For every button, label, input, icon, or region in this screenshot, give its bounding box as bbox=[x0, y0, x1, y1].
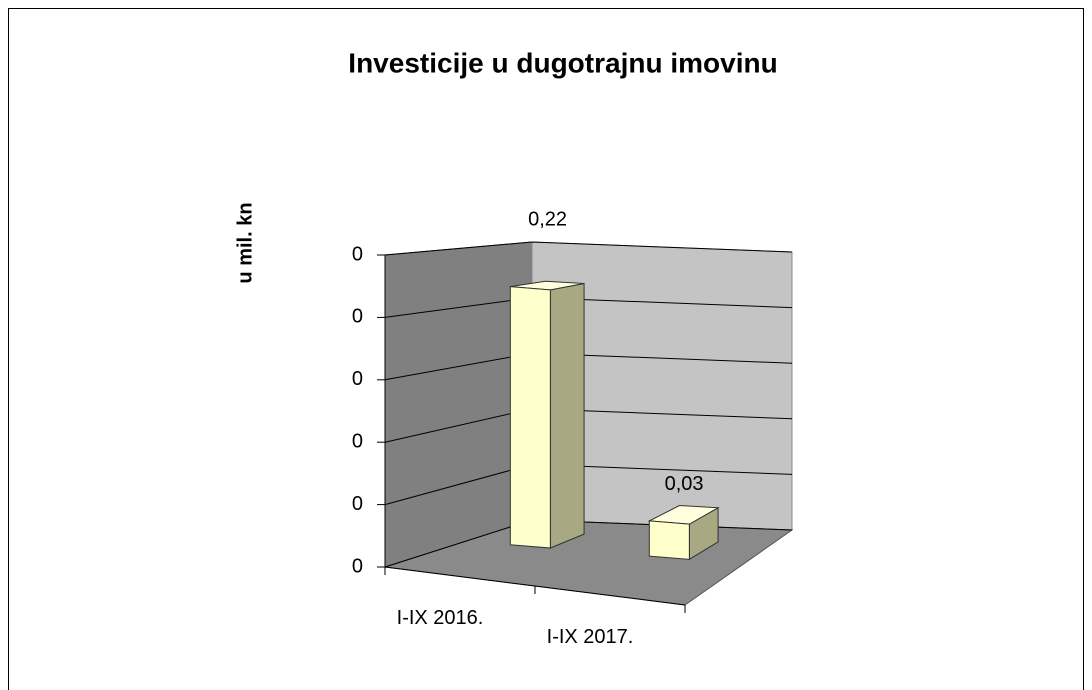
grid-line bbox=[384, 241, 793, 256]
bar bbox=[648, 520, 690, 560]
y-tick-label: 0 bbox=[352, 306, 363, 328]
bar bbox=[509, 286, 551, 549]
x-tick-label: I-IX 2017. bbox=[547, 626, 634, 648]
y-tick-label: 0 bbox=[352, 243, 363, 265]
y-axis-label: u mil. kn bbox=[234, 202, 256, 283]
y-tick-label: 0 bbox=[352, 555, 363, 577]
chart-title: Investicije u dugotrajnu imovinu bbox=[348, 47, 777, 78]
x-tick-label: I-IX 2016. bbox=[397, 607, 484, 629]
y-tick-label: 0 bbox=[352, 493, 363, 515]
value-label: 0,22 bbox=[528, 209, 567, 231]
value-label: 0,03 bbox=[665, 473, 704, 495]
y-tick-label: 0 bbox=[352, 430, 363, 452]
y-tick-label: 0 bbox=[352, 368, 363, 390]
bar-side bbox=[549, 282, 585, 549]
